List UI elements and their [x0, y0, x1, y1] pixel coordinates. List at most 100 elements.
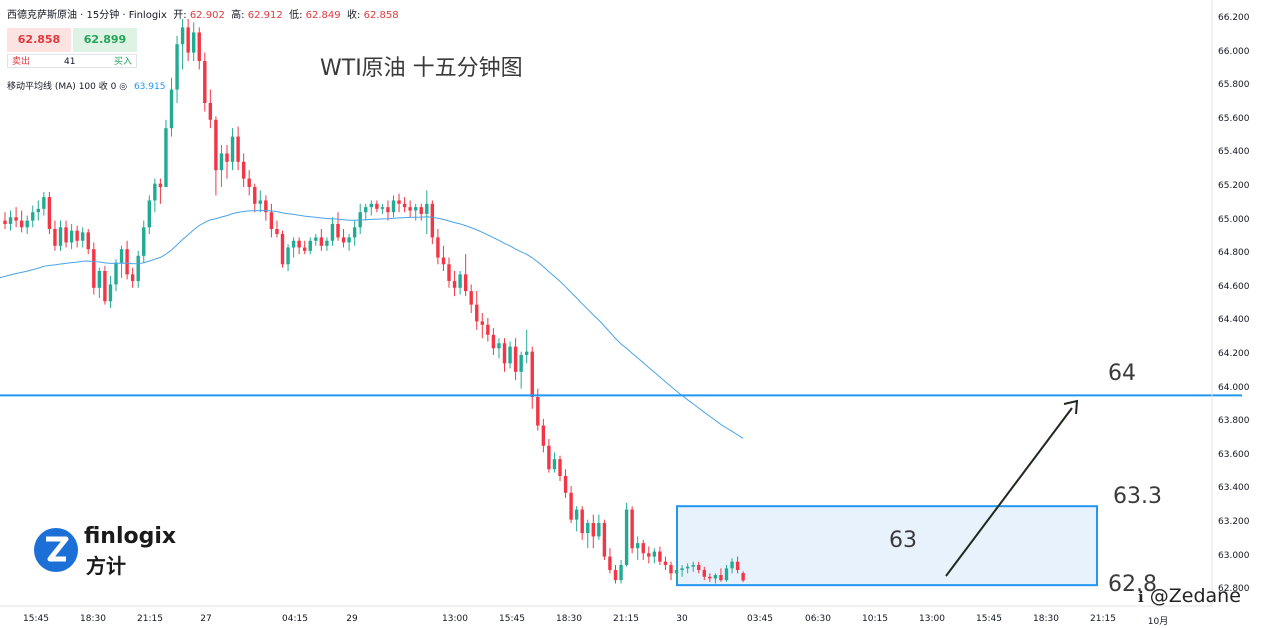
annotation-63-3: 63.3 [1113, 484, 1162, 509]
time-tick-label: 15:45 [499, 614, 525, 624]
buy-price-button[interactable]: 62.899 [73, 28, 137, 52]
candle [219, 145, 224, 187]
candle-body [525, 351, 529, 355]
candle-body [697, 565, 701, 571]
time-tick-label: 15:45 [23, 614, 49, 624]
candle [552, 452, 557, 473]
candle [608, 548, 612, 574]
candle [391, 195, 396, 218]
quantity-field[interactable]: 41 [64, 57, 76, 67]
candle-body [192, 32, 196, 53]
candle-body [591, 523, 595, 537]
candle [3, 212, 7, 229]
candle-body [586, 523, 590, 534]
candle-body [619, 565, 623, 581]
chart-title: WTI原油 十五分钟图 [320, 56, 523, 81]
candle-body [291, 240, 296, 248]
logo-cn: 方计 [86, 554, 126, 578]
candle-body [469, 291, 473, 305]
candle [652, 548, 657, 564]
candle [153, 178, 157, 213]
candle [125, 240, 129, 280]
candle-body [347, 237, 351, 243]
candle-body [447, 264, 451, 282]
candle-body [42, 197, 46, 209]
candle [186, 19, 190, 61]
indicator-legend[interactable]: 移动平均线 (MA) 100 收 0 ◎ 63.915 [7, 79, 165, 92]
candle [358, 203, 362, 235]
candle [130, 267, 135, 288]
candle-body [164, 128, 168, 187]
buy-label[interactable]: 买入 [113, 57, 132, 67]
candle [597, 514, 601, 540]
candle [175, 35, 179, 103]
candle-body [541, 425, 546, 446]
candle-body [508, 346, 512, 364]
candle [164, 119, 168, 187]
sell-price-button[interactable]: 62.858 [7, 28, 71, 52]
candle [142, 220, 146, 263]
candle [741, 571, 745, 582]
candle [214, 116, 218, 196]
candle-body [674, 570, 679, 574]
candle [669, 561, 673, 581]
candle-body [685, 566, 690, 569]
candle [14, 207, 18, 228]
candle-body [169, 89, 174, 129]
open-value: 62.902 [189, 10, 225, 21]
candle [108, 276, 113, 308]
candle-body [502, 343, 507, 364]
candle [386, 200, 390, 221]
candle [303, 240, 307, 255]
candle-body [3, 220, 7, 224]
candle [408, 200, 412, 218]
candle [241, 153, 246, 187]
time-tick-label: 04:15 [282, 614, 308, 624]
candle [75, 225, 79, 248]
candle [114, 259, 118, 292]
high-label: 高: [231, 10, 245, 21]
candle-body [81, 232, 85, 241]
time-tick-label: 15:45 [976, 614, 1002, 624]
chart-header: 西德克萨斯原油 · 15分钟 · Finlogix 开: 62.902 高: 6… [7, 6, 399, 21]
candle [663, 556, 668, 571]
price-tick-label: 66.000 [1218, 46, 1250, 57]
candle [647, 546, 651, 564]
candle [291, 237, 296, 258]
candle [641, 539, 645, 560]
candle-body [719, 575, 723, 581]
time-tick-label: 03:45 [747, 614, 773, 624]
candle-body [86, 232, 90, 250]
candle [680, 565, 684, 577]
candle-body [519, 355, 523, 372]
candle [247, 170, 251, 196]
candle [414, 203, 418, 221]
sell-label[interactable]: 卖出 [12, 57, 31, 67]
candle [203, 52, 207, 112]
candle-body [225, 153, 229, 162]
candle-body [663, 561, 668, 565]
candle [547, 439, 551, 473]
candle-body [336, 223, 340, 238]
candle [591, 514, 595, 549]
candle [463, 254, 468, 297]
price-tick-label: 66.200 [1218, 13, 1250, 23]
candle [508, 341, 512, 369]
support-zone-box[interactable] [676, 505, 1098, 587]
candle [580, 506, 584, 540]
candle-body [142, 227, 146, 256]
candle-body [75, 230, 79, 241]
candle [325, 237, 329, 251]
candle [497, 338, 501, 359]
candle-body [414, 207, 418, 211]
candle [264, 195, 268, 221]
candle-body [69, 230, 74, 243]
eye-icon[interactable]: ◎ [119, 82, 128, 92]
candle [730, 558, 734, 574]
low-value: 62.849 [305, 10, 341, 21]
candle-body [713, 575, 718, 579]
candle-body [114, 262, 118, 285]
candle-body [397, 200, 401, 204]
candle-body [186, 27, 190, 53]
